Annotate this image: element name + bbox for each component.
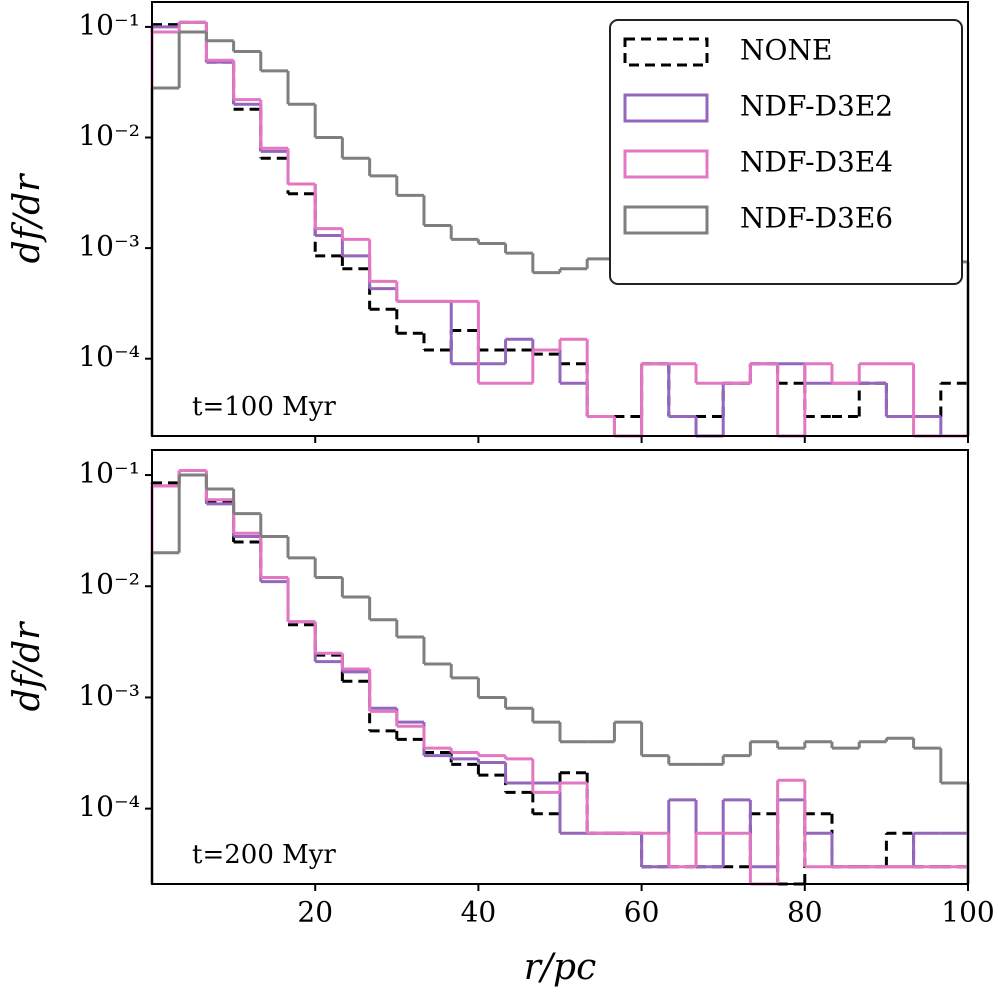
y-tick-label: 10⁻³ (78, 679, 140, 712)
x-tick-label: 20 (297, 896, 333, 929)
legend-box (609, 19, 963, 285)
legend-label: NDF-D3E6 (740, 202, 893, 235)
y-axis-label: df/dr (7, 621, 48, 712)
panel: 10⁻¹ 10⁻² 10⁻³ 10⁻⁴ 20 40 60 80 100 df/dr r/pc t=20… (7, 449, 995, 988)
x-tick-label: 80 (787, 896, 823, 929)
y-tick-label: 10⁻¹ (78, 8, 140, 41)
y-tick-label: 10⁻³ (78, 230, 140, 263)
legend-swatch (623, 149, 709, 179)
y-tick-label: 10⁻⁴ (78, 340, 140, 373)
legend-label: NDF-D3E2 (740, 90, 893, 123)
plot-frame (151, 1, 969, 437)
annotation: t=100 Myr (192, 392, 336, 422)
legend-swatch (623, 93, 709, 123)
plot-frame (151, 449, 969, 885)
legend-swatch (623, 37, 709, 67)
x-tick-label: 60 (624, 896, 660, 929)
y-axis-label: df/dr (7, 173, 48, 264)
y-tick-label: 10⁻¹ (78, 457, 140, 490)
y-tick-label: 10⁻² (78, 568, 140, 601)
y-tick-label: 10⁻⁴ (78, 790, 140, 823)
x-tick-label: 40 (461, 896, 497, 929)
x-tick-label: 100 (941, 896, 994, 929)
legend-swatch (623, 205, 709, 235)
legend: NONE NDF-D3E2 NDF-D3E4 NDF-D3E6 (609, 19, 963, 285)
y-tick-label: 10⁻² (78, 119, 140, 152)
legend-label: NDF-D3E4 (740, 146, 893, 179)
legend-label: NONE (740, 34, 832, 67)
panel: 10⁻¹ 10⁻² 10⁻³ 10⁻⁴ df/dr t=100 Myr NONE NDF-D3… (7, 1, 970, 443)
x-axis-label: r/pc (524, 947, 597, 988)
annotation: t=200 Myr (192, 840, 336, 870)
